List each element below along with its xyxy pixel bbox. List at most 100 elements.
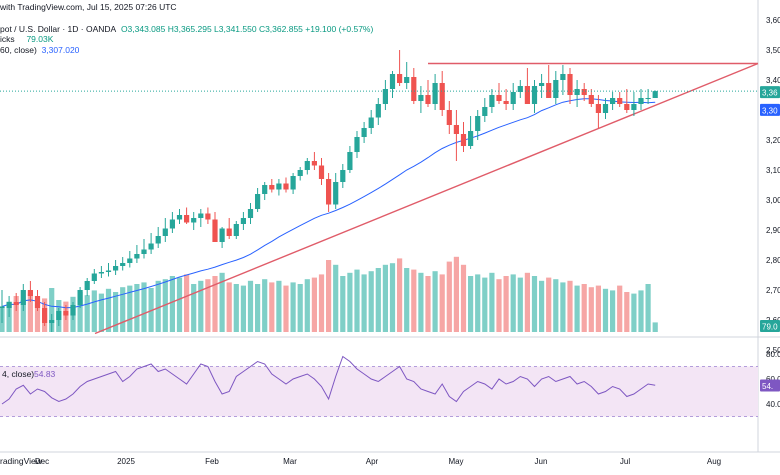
price-tick-label: 3,200 [766,136,780,145]
candle-body [13,302,19,305]
volume-bar [439,274,445,332]
candle-body [347,152,353,170]
rsi-legend-label: 4, close) [2,369,34,379]
volume-bar [98,293,104,332]
volume-bar [84,295,90,332]
time-tick-label: Mar [283,457,297,466]
ma-legend[interactable]: 60, close) 3,307.020 [0,45,79,55]
candle-body [34,296,41,308]
volume-bar [645,284,651,332]
volume-bar [389,263,396,332]
price-tick-label: 2,900 [766,226,780,235]
volume-bar [354,269,360,332]
volume-bar [233,284,239,332]
volume-bar [581,284,587,332]
rsi-line [1,355,656,405]
volume-bar [602,288,609,332]
volume-legend-label: icks [0,34,15,44]
rsi-value-badge: 54. [762,382,773,391]
candle-body [588,95,594,104]
candle-body [389,74,396,89]
candle-body [510,92,516,104]
volume-bar [198,280,204,332]
time-tick-label: May [448,457,463,466]
volume-bar [411,269,417,332]
published-line: with TradingView.com, Jul 15, 2025 07:26… [0,2,177,12]
volume-bar [489,272,495,332]
candle-body [361,128,367,137]
candle-body [113,266,119,271]
volume-bar [375,268,381,332]
volume-bar [524,272,530,332]
candle-body [162,228,168,236]
candle-body [42,308,48,323]
candle-body [439,83,445,110]
volume-bar [382,264,388,332]
time-tick-label: Feb [205,457,219,466]
volume-bar [610,290,616,332]
volume-badge-bg [760,320,780,332]
volume-bar [283,285,289,332]
volume-bar [404,268,410,332]
candle-body [453,125,459,134]
candle-body [311,161,317,166]
ma-legend-value: 3,307.020 [41,45,80,55]
volume-bar [191,284,197,332]
candle-body [247,209,254,218]
volume-bar [276,280,282,332]
volume-bar [546,277,552,332]
candle-body [432,83,438,104]
price-tick-label: 3,600 [766,16,780,25]
volume-bar [311,277,317,332]
volume-bar [496,279,502,332]
volume-bar [34,303,41,332]
volume-bar [418,272,424,332]
candle-body [524,86,530,104]
symbol-label: pot / U.S. Dollar · 1D · OANDA [0,24,117,34]
volume-bar [531,276,538,332]
volume-bar [510,274,516,332]
candle-body [49,320,55,323]
candle-body [425,95,431,104]
candle-body [617,98,623,104]
candle-body [219,228,225,242]
candle-body [326,179,332,205]
candle-body [340,170,346,182]
candle-body [304,161,310,170]
volume-bar [27,293,33,332]
candle-body [155,236,161,244]
volume-bar [553,279,559,332]
volume-bar [240,285,246,332]
volume-bar [219,272,225,332]
volume-legend[interactable]: icks 79.03K [0,34,53,44]
volume-bar [539,280,545,332]
volume-bar [105,288,112,332]
volume-bar [361,274,367,332]
time-tick-label: Dec [35,457,49,466]
ohlc-values: O3,343.085 H3,365.295 L3,341.550 C3,362.… [120,24,374,34]
candle-body [269,185,275,190]
candle-body [205,213,211,220]
candle-body [318,165,325,179]
rsi-band [0,366,758,417]
candle-body [354,137,360,152]
volume-bar [631,293,637,332]
volume-bar [460,264,467,332]
candle-body [84,281,90,290]
candle-body [191,218,197,223]
candle-body [489,95,495,107]
volume-bar [134,284,140,332]
candle-body [539,83,545,86]
candle-body [63,311,69,316]
candle-body [446,110,452,125]
volume-bar [262,279,268,332]
volume-bar [212,276,218,332]
candle-body [631,104,637,110]
volume-bar [574,285,580,332]
volume-bar [333,264,339,332]
candle-body [645,98,651,99]
candle-body [77,290,83,305]
candle-body [198,213,204,218]
price-tick-label: 2,500 [766,346,780,355]
